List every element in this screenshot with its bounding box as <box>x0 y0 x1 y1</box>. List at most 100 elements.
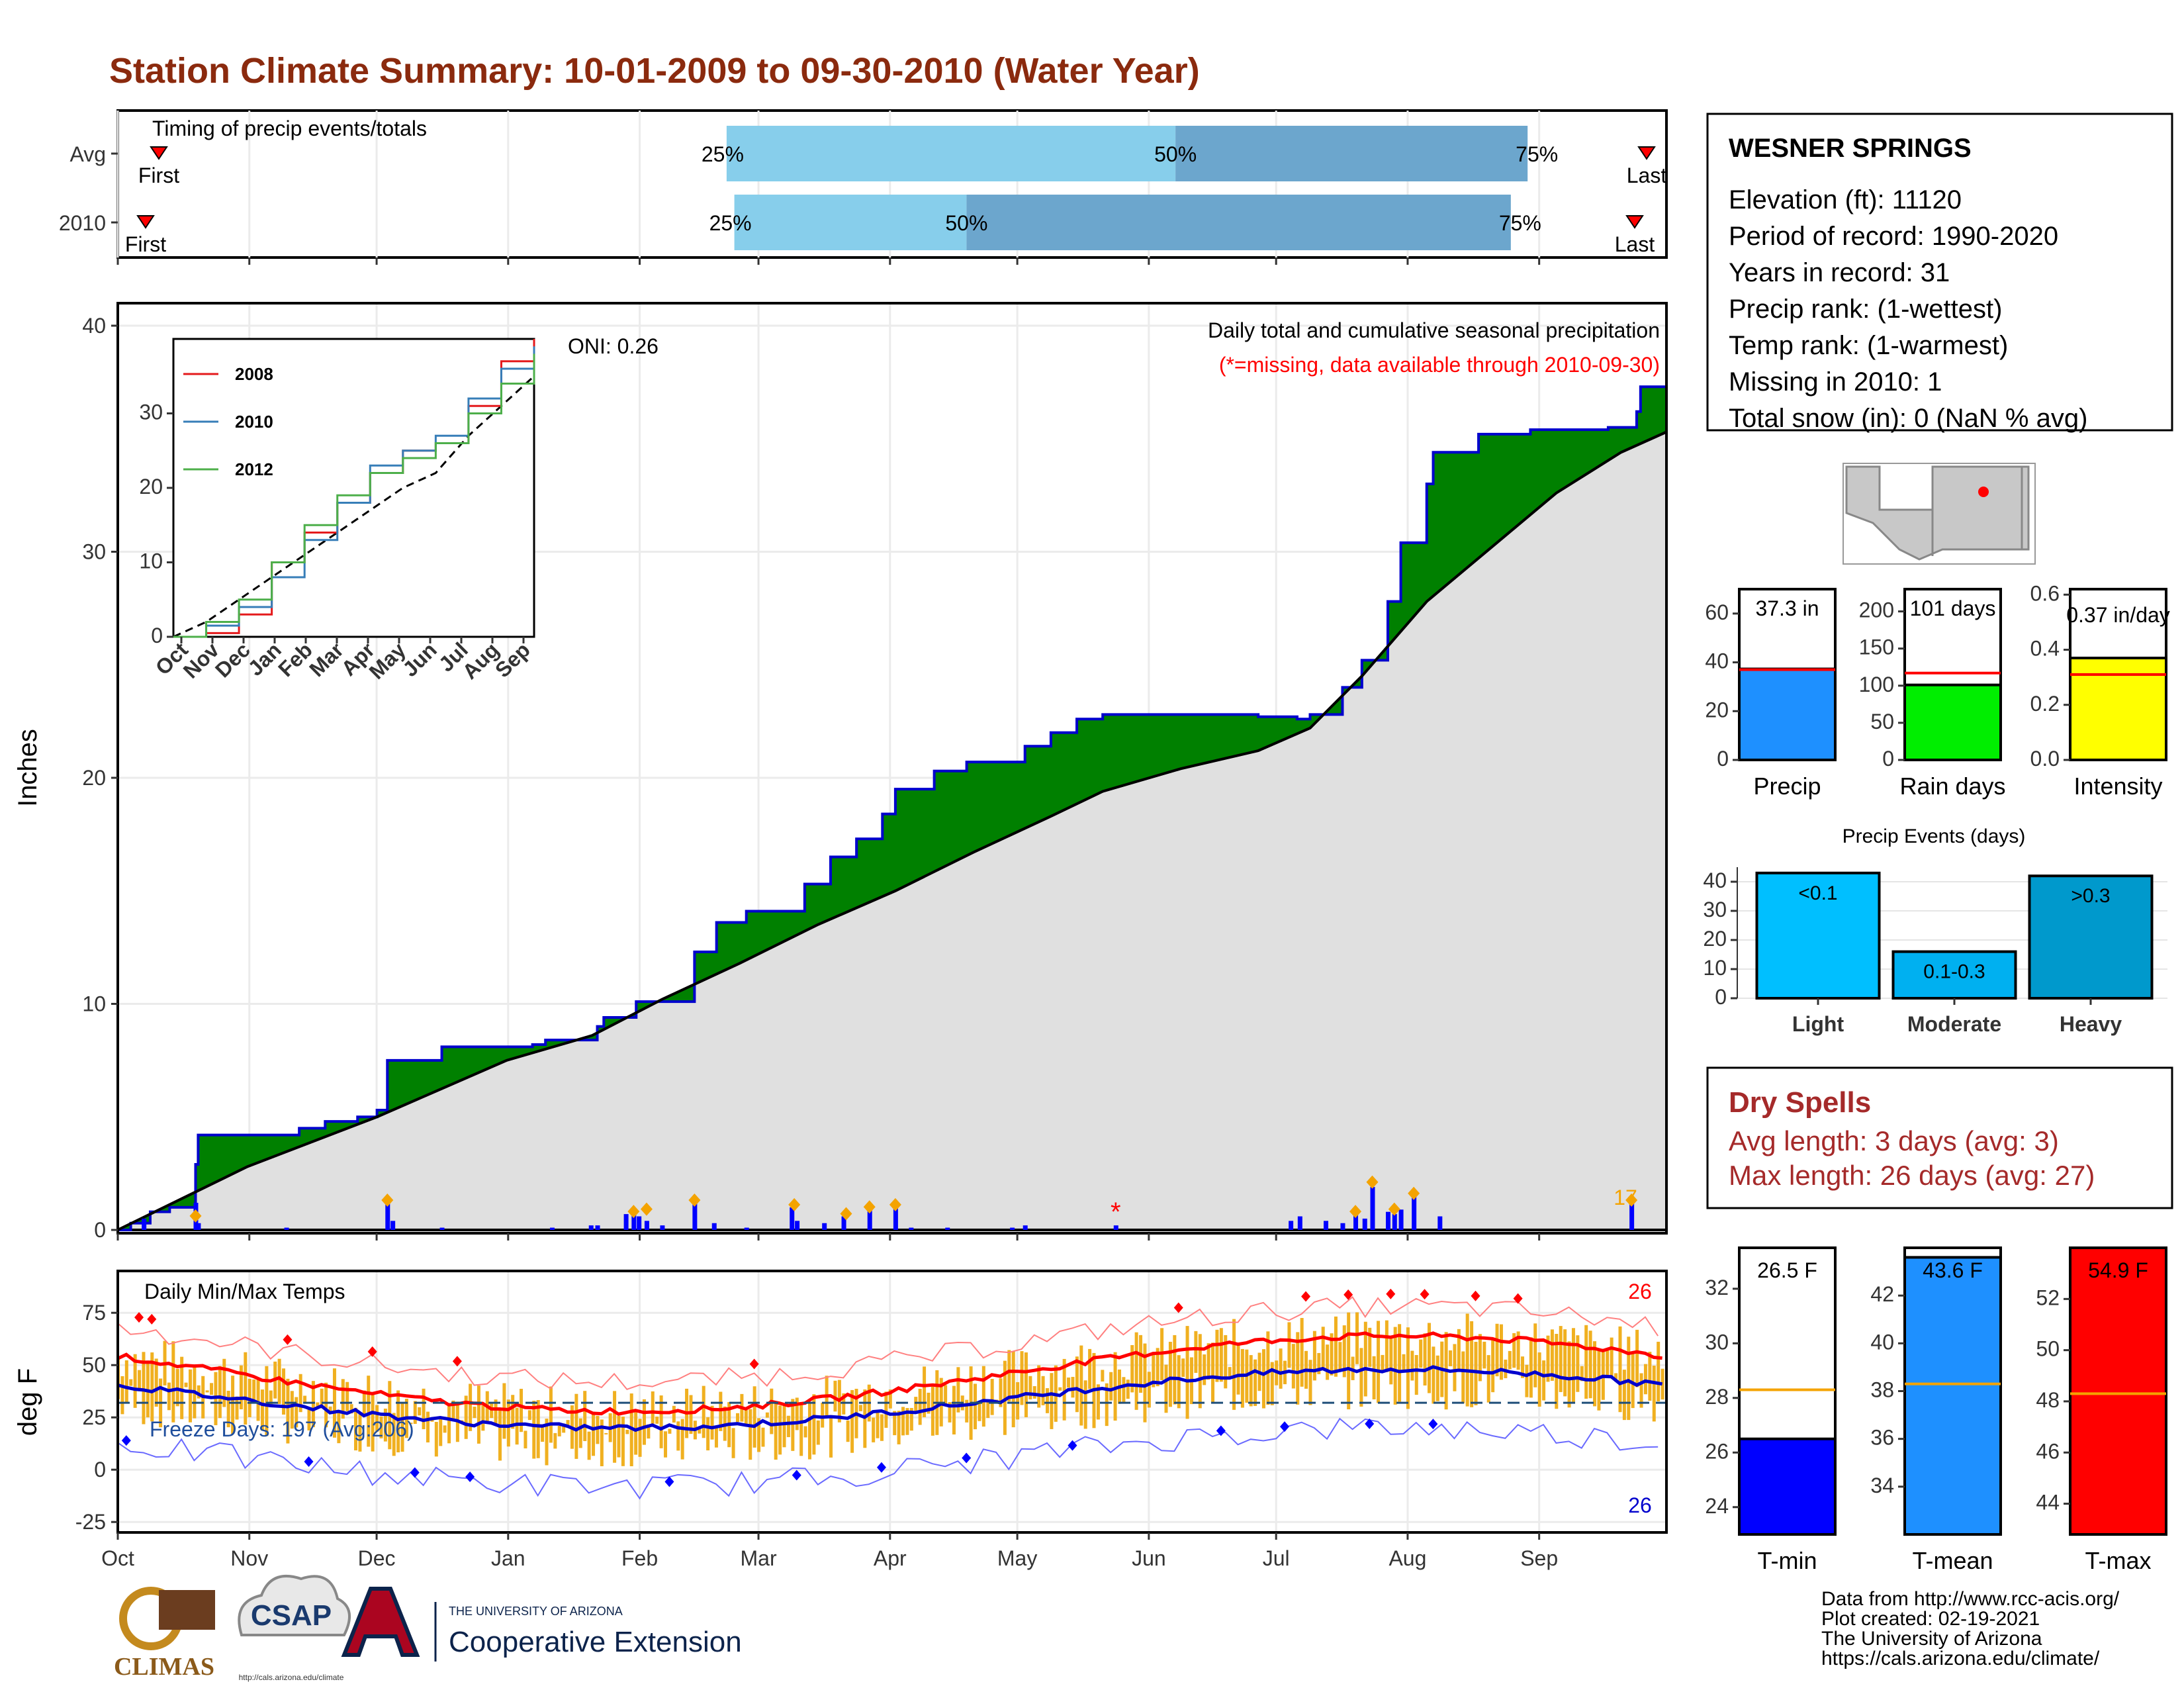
missing-data-mark: * <box>1111 1197 1121 1227</box>
record-high-marker-0 <box>134 1312 144 1323</box>
mini-bar-name-1: Rain days <box>1899 773 2005 800</box>
temp-range-bar-224 <box>1067 1377 1071 1388</box>
temp-xtick-label-10: Aug <box>1388 1546 1426 1570</box>
temp-bar-tick-label-2-2: 48 <box>2036 1388 2060 1412</box>
precip-ytick-label-3: 30 <box>82 540 106 564</box>
mini-bar-tick-label-1-1: 50 <box>1870 710 1894 733</box>
temp-bar-tick-label-1-1: 36 <box>1870 1426 1894 1450</box>
temp-range-bar-189 <box>918 1388 922 1425</box>
daily-bar-30 <box>1297 1216 1302 1230</box>
record-low-marker-8 <box>1068 1440 1077 1451</box>
timing-first-marker <box>136 215 155 229</box>
temp-range-bar-231 <box>1096 1384 1100 1420</box>
temp-range-bar-34 <box>260 1389 264 1431</box>
temp-range-bar-287 <box>1334 1316 1338 1377</box>
temp-range-bar-279 <box>1300 1317 1304 1387</box>
temp-range-bar-150 <box>752 1386 756 1448</box>
mini-bar-label-2: 0.37 in/day <box>2066 603 2170 627</box>
temp-range-bar-12 <box>167 1382 171 1411</box>
temp-range-bar-42 <box>295 1397 298 1428</box>
temp-range-bar-160 <box>795 1397 799 1430</box>
temp-range-bar-145 <box>731 1428 735 1458</box>
temp-range-bar-73 <box>426 1411 430 1443</box>
temp-range-bar-324 <box>1491 1338 1495 1393</box>
temp-range-bar-232 <box>1101 1370 1105 1382</box>
timing-last-marker <box>1637 146 1656 160</box>
temp-range-bar-354 <box>1618 1326 1622 1413</box>
temp-range-bar-321 <box>1478 1334 1482 1382</box>
ua-big-text: Cooperative Extension <box>449 1626 742 1658</box>
daily-bar-0 <box>142 1218 147 1230</box>
temp-range-bar-186 <box>905 1408 909 1435</box>
temp-range-bar-111 <box>587 1431 591 1460</box>
temp-range-bar-204 <box>981 1366 985 1427</box>
temp-range-bar-1 <box>120 1376 124 1415</box>
temp-range-bar-119 <box>621 1417 625 1466</box>
temp-range-bar-361 <box>1648 1352 1652 1401</box>
temp-range-bar-340 <box>1559 1326 1563 1392</box>
mini-bar-name-2: Intensity <box>2073 773 2162 800</box>
precip-ytick-label-4: 40 <box>82 314 106 338</box>
temp-range-bar-304 <box>1406 1327 1410 1409</box>
dry-avg: Avg length: 3 days (avg: 3) <box>1729 1125 2059 1156</box>
inset-frame <box>172 338 535 638</box>
temp-xtick-label-8: Jun <box>1132 1546 1166 1570</box>
temp-range-bar-175 <box>858 1405 862 1411</box>
temp-range-bar-331 <box>1521 1356 1525 1378</box>
daily-marker-9 <box>1349 1205 1362 1219</box>
precip-panel: 0 10 20 30 40 Inches Daily total and cumulat… <box>13 302 1668 1242</box>
temp-content <box>116 1288 1666 1500</box>
temp-range-bar-59 <box>367 1376 371 1447</box>
record-low-marker-5 <box>792 1470 801 1481</box>
temp-range-bar-152 <box>761 1427 765 1447</box>
temp-range-bar-234 <box>1109 1372 1113 1401</box>
daily-marker-11 <box>1388 1202 1400 1216</box>
temp-range-bar-308 <box>1423 1333 1427 1386</box>
inset-normal-line <box>173 375 535 638</box>
temp-range-bar-55 <box>349 1404 353 1414</box>
temp-range-bar-148 <box>744 1409 748 1425</box>
temp-range-bar-347 <box>1588 1331 1592 1399</box>
temp-range-bar-69 <box>409 1423 413 1425</box>
temp-range-bar-228 <box>1083 1380 1087 1429</box>
temp-range-bar-353 <box>1614 1373 1618 1382</box>
timing-bar-50-75 <box>966 195 1511 250</box>
temp-range-bar-162 <box>803 1426 807 1438</box>
temp-range-bar-122 <box>634 1409 638 1455</box>
temp-range-bar-229 <box>1088 1348 1092 1389</box>
record-high-marker-8 <box>1343 1289 1353 1300</box>
temp-range-bar-197 <box>952 1385 956 1434</box>
temp-range-bar-57 <box>358 1413 362 1452</box>
temp-bar-tick-label-1-2: 38 <box>1870 1378 1894 1402</box>
temp-bar-label-2: 54.9 F <box>2088 1258 2148 1282</box>
temp-range-bar-105 <box>562 1423 566 1433</box>
timing-panel: Avg 25% 50% 75% First Last 2010 25% 50% 75% First L… <box>59 109 1668 265</box>
temp-bar-tick-label-0-4: 32 <box>1705 1276 1729 1299</box>
events-title: Precip Events (days) <box>1843 825 2026 847</box>
temp-xtick-label-5: Mar <box>741 1546 777 1570</box>
timing-bar-25-50 <box>734 195 967 250</box>
temp-range-bar-54 <box>345 1382 349 1411</box>
temp-range-bar-154 <box>770 1388 774 1434</box>
temp-range-bar-92 <box>506 1399 510 1447</box>
temp-range-bar-215 <box>1028 1376 1032 1400</box>
daily-bar-22 <box>867 1209 872 1230</box>
temp-xtick-label-1: Nov <box>230 1546 268 1570</box>
record-max-line <box>117 1295 1659 1391</box>
temp-range-bar-3 <box>129 1379 133 1386</box>
record-low-marker-11 <box>1365 1418 1375 1429</box>
temp-range-bar-139 <box>706 1417 710 1451</box>
daily-bar-26 <box>1010 1227 1015 1230</box>
daily-bar-41 <box>1629 1203 1635 1230</box>
record-low-marker-7 <box>962 1452 972 1464</box>
temp-range-bar-133 <box>680 1419 684 1460</box>
mini-bar-tick-label-2-3: 0.6 <box>2030 581 2060 605</box>
temp-range-bar-126 <box>651 1391 655 1424</box>
temp-range-bar-56 <box>354 1407 358 1451</box>
station-line-3: Precip rank: (1-wettest) <box>1729 295 2002 324</box>
daily-bar-27 <box>1023 1225 1028 1230</box>
events-ytick-label-0: 0 <box>1715 985 1727 1009</box>
temp-range-bar-358 <box>1635 1329 1639 1387</box>
temp-range-bar-249 <box>1173 1335 1177 1405</box>
temp-range-bar-198 <box>956 1367 960 1413</box>
